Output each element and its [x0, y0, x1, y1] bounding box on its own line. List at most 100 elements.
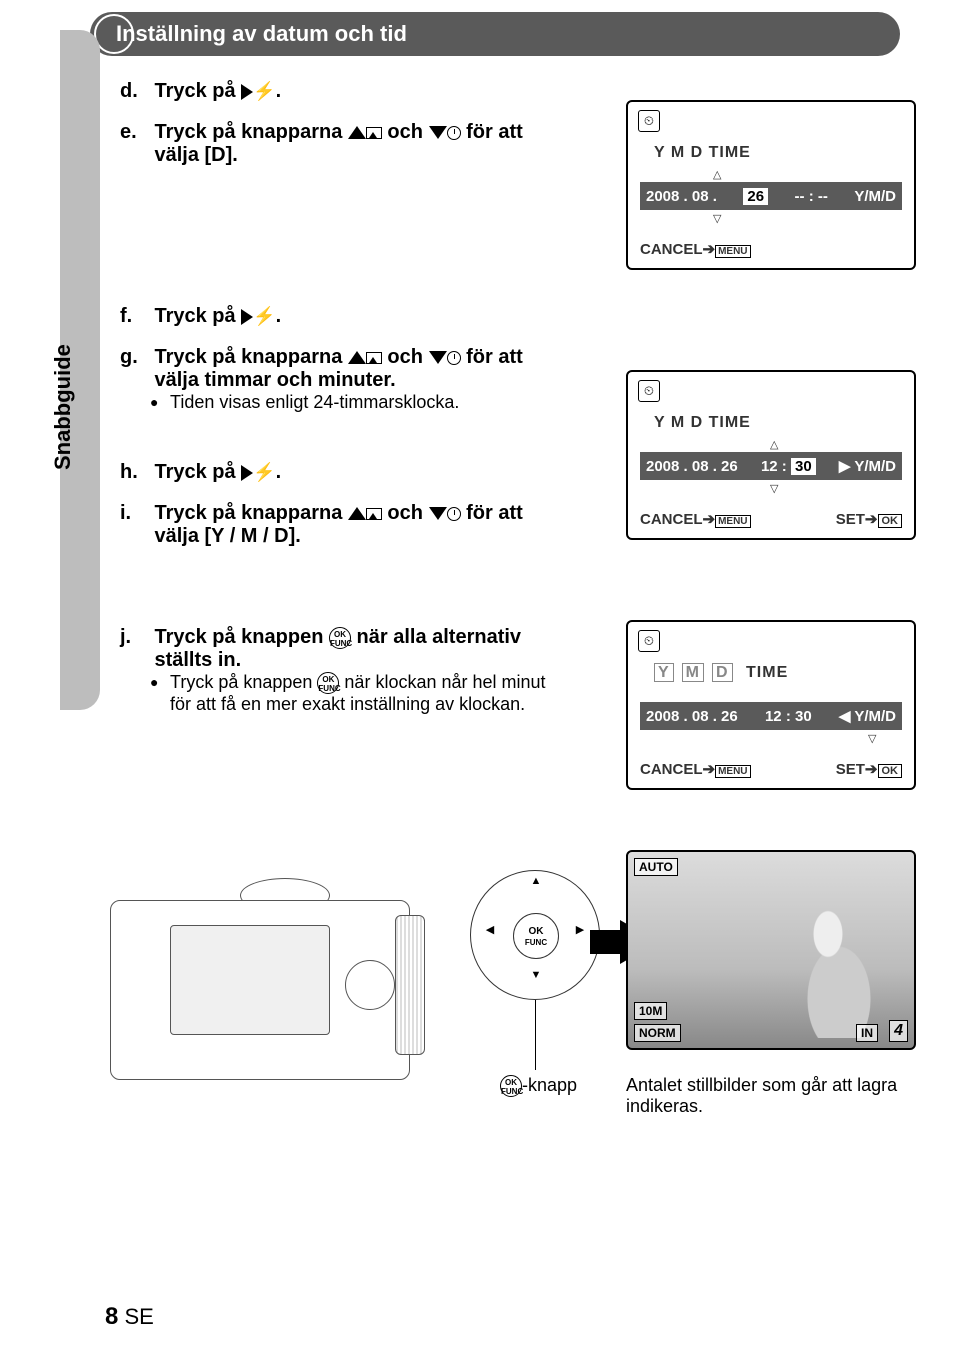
- step-text: Tryck på ⚡.: [154, 461, 554, 484]
- down-triangle-icon: [429, 126, 447, 139]
- camera-dpad-icon: [345, 960, 395, 1010]
- page-number: 8: [105, 1303, 118, 1330]
- lcd-cancel: CANCEL➔MENU: [640, 760, 751, 778]
- up-triangle-icon: [348, 126, 366, 139]
- step-letter: d.: [120, 80, 150, 103]
- auto-badge: AUTO: [634, 858, 678, 876]
- lcd-highlight: 26: [743, 188, 768, 205]
- right-triangle-icon: [241, 465, 253, 481]
- step-text: Tryck på knapparna och för att välja [D]…: [154, 121, 554, 167]
- timer-icon: [447, 126, 461, 140]
- lcd-highlight: 30: [791, 458, 816, 475]
- page-lang: SE: [124, 1304, 153, 1329]
- right-triangle-icon: [241, 309, 253, 325]
- size-badge: 10M: [634, 1002, 667, 1020]
- up-triangle-icon: [348, 351, 366, 364]
- dpad-up-icon: ▲: [523, 875, 549, 901]
- photo-subject-icon: [784, 908, 894, 1038]
- up-triangle-icon: [348, 507, 366, 520]
- lcd-set: SET➔OK: [836, 510, 902, 528]
- dpad-detail: ▲ ▼ ◀ ▶ OKFUNC: [470, 870, 610, 1010]
- ok-icon: OK: [878, 514, 903, 528]
- step-text: Tryck på ⚡.: [154, 305, 554, 328]
- step-bullet: Tryck på knappen OKFUNC när klockan når …: [150, 672, 570, 715]
- picture-icon: [366, 508, 382, 520]
- down-triangle-icon: [429, 351, 447, 364]
- flash-icon: ⚡: [253, 81, 275, 102]
- picture-icon: [366, 352, 382, 364]
- photo-caption: Antalet stillbilder som går att lagra in…: [626, 1075, 916, 1117]
- ok-icon: OK: [878, 764, 903, 778]
- step-h: h. Tryck på ⚡.: [120, 461, 570, 484]
- dpad-center-icon: OKFUNC: [513, 913, 559, 959]
- step-i: i. Tryck på knapparna och för att välja …: [120, 502, 570, 548]
- timer-icon: [447, 351, 461, 365]
- callout-line-icon: [535, 1000, 536, 1070]
- step-f: f. Tryck på ⚡.: [120, 305, 570, 328]
- title-bar: Inställning av datum och tid: [90, 12, 900, 56]
- side-tab-label: Snabbguide: [50, 344, 76, 470]
- dpad-left-icon: ◀: [477, 923, 503, 949]
- ok-func-icon: OKFUNC: [317, 672, 339, 694]
- step-letter: e.: [120, 121, 150, 144]
- dpad-down-icon: ▼: [523, 969, 549, 995]
- menu-icon: MENU: [715, 245, 750, 258]
- camera-screen-icon: [170, 925, 330, 1035]
- lcd-date-row: 2008 . 08 . 26 -- : -- Y/M/D: [640, 182, 902, 210]
- lcd-cancel: CANCEL➔MENU: [640, 240, 751, 258]
- title-circle-icon: [94, 14, 134, 54]
- lcd-set: SET➔OK: [836, 760, 902, 778]
- count-badge: 4: [889, 1020, 908, 1042]
- in-badge: IN: [856, 1024, 878, 1042]
- step-letter: h.: [120, 461, 150, 484]
- arrow-down-icon: ▽: [868, 732, 876, 745]
- lcd-screen-1: ⏲ Y M D TIME △ 2008 . 08 . 26 -- : -- Y/…: [626, 100, 916, 270]
- lcd-header: YMD TIME: [654, 664, 788, 682]
- flash-icon: ⚡: [253, 306, 275, 327]
- timer-icon: [447, 507, 461, 521]
- arrow-down-icon: ▽: [713, 212, 721, 225]
- lcd-screen-2: ⏲ Y M D TIME △ 2008 . 08 . 26 12 : 30 ▶ …: [626, 370, 916, 540]
- arrow-up-icon: △: [770, 438, 778, 451]
- lcd-header: Y M D TIME: [654, 144, 751, 162]
- step-letter: g.: [120, 346, 150, 369]
- clock-icon: ⏲: [638, 630, 660, 652]
- right-triangle-icon: [241, 84, 253, 100]
- flash-icon: ⚡: [253, 462, 275, 483]
- step-g: g. Tryck på knapparna och för att välja …: [120, 346, 570, 413]
- clock-icon: ⏲: [638, 110, 660, 132]
- arrow-up-icon: △: [713, 168, 721, 181]
- ok-func-icon: OKFUNC: [329, 627, 351, 649]
- lcd-screen-3: ⏲ YMD TIME 2008 . 08 . 26 12 : 30 ◀ Y/M/…: [626, 620, 916, 790]
- down-triangle-icon: [429, 507, 447, 520]
- step-letter: j.: [120, 626, 150, 649]
- clock-icon: ⏲: [638, 380, 660, 402]
- step-text: Tryck på knapparna och för att välja [Y …: [154, 502, 554, 548]
- dpad-label: OKFUNC-knapp: [500, 1075, 577, 1097]
- step-letter: i.: [120, 502, 150, 525]
- lcd-date-row: 2008 . 08 . 26 12 : 30 ◀ Y/M/D: [640, 702, 902, 730]
- step-text: Tryck på knappen OKFUNC när alla alterna…: [154, 626, 554, 672]
- step-letter: f.: [120, 305, 150, 328]
- photo-preview-lcd: AUTO 10M NORM IN 4: [626, 850, 916, 1050]
- menu-icon: MENU: [715, 765, 750, 778]
- page-footer: 8 SE: [105, 1303, 154, 1331]
- dpad-ring-icon: ▲ ▼ ◀ ▶ OKFUNC: [470, 870, 600, 1000]
- camera-illustration: [110, 870, 460, 1110]
- step-d: d. Tryck på ⚡.: [120, 80, 570, 103]
- page-title: Inställning av datum och tid: [116, 21, 407, 47]
- ok-func-icon: OKFUNC: [500, 1075, 522, 1097]
- step-text: Tryck på ⚡.: [154, 80, 554, 103]
- menu-icon: MENU: [715, 515, 750, 528]
- step-j: j. Tryck på knappen OKFUNC när alla alte…: [120, 626, 570, 715]
- lcd-header: Y M D TIME: [654, 414, 751, 432]
- step-text: Tryck på knapparna och för att välja tim…: [154, 346, 554, 392]
- picture-icon: [366, 127, 382, 139]
- step-e: e. Tryck på knapparna och för att välja …: [120, 121, 570, 167]
- norm-badge: NORM: [634, 1024, 681, 1042]
- steps-column: d. Tryck på ⚡. e. Tryck på knapparna och…: [120, 80, 570, 733]
- arrow-down-icon: ▽: [770, 482, 778, 495]
- step-bullet: Tiden visas enligt 24-timmarsklocka.: [150, 392, 570, 413]
- lcd-cancel: CANCEL➔MENU: [640, 510, 751, 528]
- camera-grip-icon: [395, 915, 425, 1055]
